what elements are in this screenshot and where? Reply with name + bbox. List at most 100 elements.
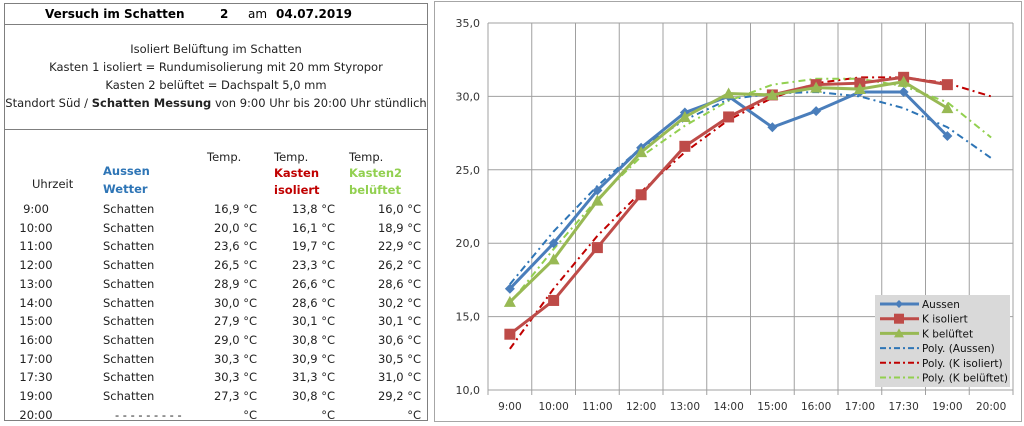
x-tick-label: 9:00 [498, 401, 522, 413]
temperature-chart: 10,0 15,0 20,0 25,0 30,0 35,0 9:00 10:00 11:00 12… [434, 1, 1022, 422]
y-tick-label: 35,0 [456, 17, 481, 30]
legend-label: K belüftet [922, 328, 973, 340]
sheet-header: Versuch im Schatten 2 am 04.07.2019 [5, 4, 427, 25]
cell-temp-belueftet: 22,9 °C [377, 239, 421, 254]
cell-time: 19:00 [19, 389, 53, 403]
trendline-k-isoliert [509, 76, 992, 350]
cell-temp-belueftet: 26,2 °C [377, 258, 421, 273]
cell-temp-aussen: 28,9 °C [213, 276, 257, 291]
data-point-aussen [942, 131, 953, 142]
cell-time: 13:00 [19, 276, 53, 291]
cell-time: 20:00 [19, 407, 53, 422]
table-row: 14:00 Schatten 30,0 °C 28,6 °C 30,2 °C [5, 296, 427, 314]
cell-temp-isoliert: 31,3 °C [291, 370, 335, 385]
cell-temp-belueftet: 30,1 °C [377, 314, 421, 329]
cell-temp-aussen: °C [243, 407, 257, 422]
cell-time: 17:00 [19, 351, 53, 366]
cell-temp-isoliert: 23,3 °C [291, 258, 335, 273]
cell-weather: Schatten [103, 258, 155, 273]
data-point-k-isoliert [679, 140, 691, 152]
cell-temp-isoliert: 30,9 °C [291, 351, 335, 366]
col-header-temp-isoliert: Temp. [274, 150, 309, 164]
table-row: 16:00 Schatten 29,0 °C 30,8 °C 30,6 °C [5, 333, 427, 351]
data-point-k-isoliert [504, 328, 516, 340]
cell-temp-isoliert: 30,8 °C [291, 389, 335, 403]
table-row: 15:00 Schatten 27,9 °C 30,1 °C 30,1 °C [5, 314, 427, 332]
cell-time: 11:00 [19, 239, 53, 254]
legend-box [875, 295, 1010, 387]
cell-weather: - - - - - - - - - [115, 407, 182, 422]
data-point-aussen [592, 185, 603, 196]
table-row: 13:00 Schatten 28,9 °C 26,6 °C 28,6 °C [5, 277, 427, 295]
data-point-aussen [811, 106, 822, 117]
cell-temp-belueftet: 18,9 °C [377, 220, 421, 235]
description-time-range: von 9:00 Uhr bis 20:00 Uhr stündlich [211, 96, 427, 110]
cell-temp-aussen: 16,9 °C [213, 202, 257, 216]
col-header-kasten: Kasten [274, 166, 320, 180]
y-tick-label: 20,0 [456, 237, 481, 250]
data-point-k-bel-ftet [547, 253, 560, 265]
cell-temp-isoliert: 16,1 °C [291, 220, 335, 235]
x-tick-label: 19:00 [932, 401, 962, 413]
cell-temp-aussen: 27,9 °C [213, 314, 257, 329]
y-tick-label: 10,0 [456, 384, 481, 397]
cell-temp-belueftet: 16,0 °C [377, 202, 421, 216]
data-point-k-isoliert [548, 294, 560, 306]
table-row: 9:00 Schatten 16,9 °C 13,8 °C 16,0 °C [5, 202, 427, 220]
cell-time: 9:00 [23, 202, 49, 216]
cell-temp-aussen: 30,3 °C [213, 351, 257, 366]
x-tick-label: 15:00 [757, 401, 787, 413]
cell-temp-belueftet: 29,2 °C [377, 389, 421, 403]
cell-time: 10:00 [19, 220, 53, 235]
cell-time: 15:00 [19, 314, 53, 329]
description-line-4: Standort Süd / Schatten Messung von 9:00… [5, 96, 427, 110]
x-tick-label: 16:00 [801, 401, 831, 413]
description-line-1: Isoliert Belüftung im Schatten [130, 42, 302, 56]
table-row: 10:00 Schatten 20,0 °C 16,1 °C 18,9 °C [5, 221, 427, 239]
table-row: 20:00 - - - - - - - - - °C °C °C [5, 408, 427, 426]
data-point-k-bel-ftet [897, 75, 910, 87]
data-point-k-bel-ftet [722, 87, 735, 99]
data-sheet: Versuch im Schatten 2 am 04.07.2019 Isol… [4, 3, 428, 422]
cell-weather: Schatten [103, 351, 155, 366]
data-point-aussen [504, 283, 515, 294]
data-point-k-bel-ftet [503, 295, 516, 307]
data-point-k-bel-ftet [766, 88, 779, 100]
header-title: Versuch im Schatten [45, 7, 185, 21]
x-tick-label: 17:30 [888, 401, 918, 413]
cell-temp-aussen: 29,0 °C [213, 332, 257, 347]
data-point-k-bel-ftet [853, 83, 866, 95]
cell-temp-aussen: 23,6 °C [213, 239, 257, 254]
data-point-k-bel-ftet [591, 194, 604, 206]
cell-temp-aussen: 26,5 °C [213, 258, 257, 273]
table-row: 17:30 Schatten 30,3 °C 31,3 °C 31,0 °C [5, 370, 427, 388]
cell-temp-belueftet: 30,2 °C [377, 295, 421, 310]
y-tick-label: 30,0 [456, 90, 481, 103]
cell-weather: Schatten [103, 239, 155, 254]
col-header-aussen: Aussen [103, 164, 150, 178]
cell-weather: Schatten [103, 202, 155, 216]
cell-weather: Schatten [103, 370, 155, 385]
cell-temp-aussen: 30,0 °C [213, 295, 257, 310]
legend-label: Poly. (K belüftet) [922, 373, 1008, 385]
header-date: 04.07.2019 [276, 7, 352, 21]
cell-temp-isoliert: 30,8 °C [291, 332, 335, 347]
data-point-k-isoliert [591, 242, 603, 254]
data-point-k-isoliert [635, 189, 647, 201]
cell-weather: Schatten [103, 314, 155, 329]
cell-weather: Schatten [103, 389, 155, 403]
table-row: 17:00 Schatten 30,3 °C 30,9 °C 30,5 °C [5, 352, 427, 370]
x-tick-label: 10:00 [538, 401, 568, 413]
cell-temp-isoliert: °C [321, 407, 335, 422]
legend-label: Poly. (Aussen) [922, 343, 995, 355]
cell-temp-aussen: 27,3 °C [213, 389, 257, 403]
legend-marker [894, 328, 904, 338]
cell-temp-isoliert: 28,6 °C [291, 295, 335, 310]
cell-temp-isoliert: 19,7 °C [291, 239, 335, 254]
cell-temp-belueftet: 28,6 °C [377, 276, 421, 291]
y-tick-label: 25,0 [456, 164, 481, 177]
cell-temp-belueftet: 30,6 °C [377, 332, 421, 347]
data-point-k-bel-ftet [810, 81, 823, 93]
col-header-wetter: Wetter [103, 182, 148, 196]
table-row: 19:00 Schatten 27,3 °C 30,8 °C 29,2 °C [5, 389, 427, 407]
